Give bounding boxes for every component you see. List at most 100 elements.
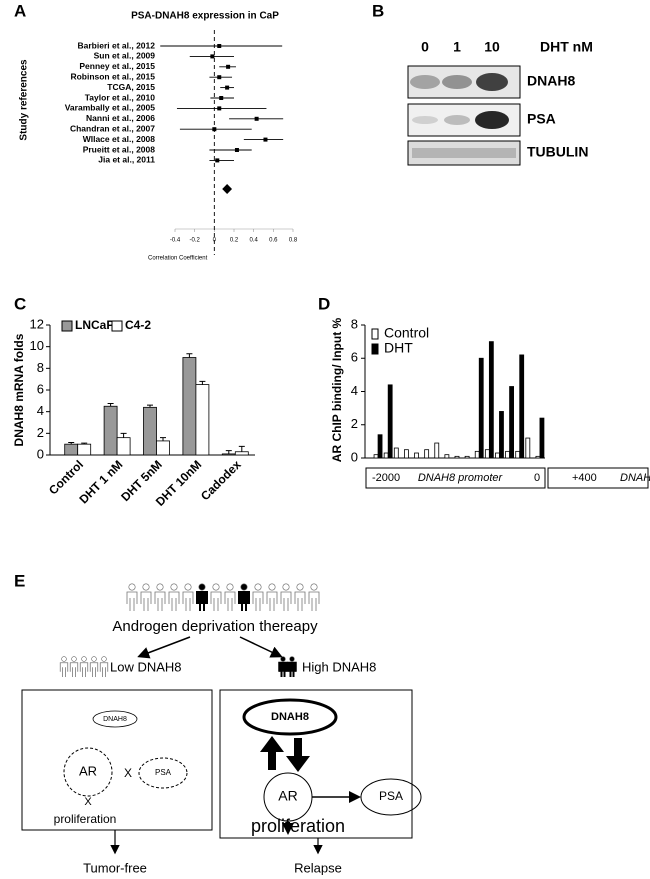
icon-body bbox=[308, 591, 320, 611]
icon-head bbox=[156, 583, 164, 591]
legend-label: DHT bbox=[384, 340, 413, 356]
bar bbox=[221, 453, 236, 456]
icon-head bbox=[296, 583, 304, 591]
gene-name: DNAH8 bbox=[620, 472, 650, 484]
bar bbox=[393, 447, 399, 459]
bar bbox=[488, 341, 494, 459]
y-tick-label: 2 bbox=[37, 425, 44, 440]
estimate bbox=[225, 85, 230, 90]
bar bbox=[434, 442, 440, 459]
bar bbox=[424, 449, 430, 459]
bar bbox=[414, 452, 419, 459]
chart-title: PSA-DNAH8 expression in CaP bbox=[131, 11, 279, 22]
icon-body bbox=[99, 662, 109, 677]
y-tick-label: 2 bbox=[351, 416, 358, 431]
blot-label: TUBULIN bbox=[527, 144, 588, 160]
promoter-box bbox=[365, 467, 546, 489]
icon-body bbox=[79, 662, 89, 677]
node bbox=[242, 698, 338, 736]
icon-head bbox=[240, 583, 248, 591]
study-label: Chandran et al., 2007 bbox=[70, 123, 155, 133]
bar bbox=[195, 384, 210, 456]
promoter-zero: 0 bbox=[534, 472, 540, 484]
icon-head bbox=[184, 583, 192, 591]
y-tick-label: 6 bbox=[351, 350, 358, 365]
icon-head bbox=[198, 583, 206, 591]
bar bbox=[444, 454, 450, 459]
dose: 0 bbox=[421, 39, 429, 55]
icon-body bbox=[278, 661, 288, 677]
arrow-down bbox=[286, 738, 310, 772]
band bbox=[442, 75, 472, 89]
x-tick-label: -0.2 bbox=[189, 238, 200, 244]
legend-label: LNCaP bbox=[75, 318, 114, 332]
x-tick-label: 0.4 bbox=[249, 238, 258, 244]
study-label: Prueitt et al., 2008 bbox=[83, 144, 156, 154]
bar bbox=[525, 437, 531, 459]
icon-body bbox=[89, 662, 99, 677]
estimate bbox=[234, 148, 239, 152]
estimate bbox=[217, 106, 222, 111]
node bbox=[63, 747, 113, 797]
y-tick-label: 6 bbox=[37, 381, 44, 396]
bar bbox=[64, 443, 79, 456]
bar bbox=[515, 450, 521, 459]
dose: 1 bbox=[453, 39, 461, 55]
icon-head bbox=[91, 656, 97, 662]
estimate bbox=[263, 137, 268, 142]
error-bar bbox=[186, 353, 193, 358]
arrow bbox=[239, 636, 283, 658]
bar bbox=[539, 417, 545, 459]
node bbox=[138, 757, 188, 789]
icon-head bbox=[268, 583, 276, 591]
icon-body bbox=[182, 591, 194, 611]
node bbox=[360, 778, 422, 816]
bar bbox=[377, 434, 383, 459]
icon-head bbox=[128, 583, 136, 591]
bar bbox=[383, 452, 389, 459]
legend-label: C4-2 bbox=[125, 318, 151, 332]
study-label: Jia et al., 2011 bbox=[98, 155, 155, 165]
node-label: PSA bbox=[379, 789, 403, 803]
node-label: AR bbox=[278, 788, 297, 804]
band bbox=[476, 73, 508, 91]
low-label: Low DNAH8 bbox=[110, 659, 182, 674]
icon-body bbox=[238, 591, 250, 611]
bar bbox=[387, 384, 393, 459]
x-tick-label: DHT 1 nM bbox=[76, 457, 125, 506]
node-label: PSA bbox=[155, 768, 172, 777]
icon-head bbox=[254, 583, 262, 591]
icon-head bbox=[101, 656, 107, 662]
legend-swatch bbox=[371, 343, 379, 355]
cross: X bbox=[84, 796, 92, 808]
y-tick-label: 8 bbox=[37, 360, 44, 375]
bar bbox=[156, 440, 170, 456]
dose: 10 bbox=[484, 39, 500, 55]
error-bar bbox=[107, 403, 114, 407]
summary-diamond bbox=[222, 184, 233, 194]
band bbox=[475, 111, 509, 129]
error-bar bbox=[147, 404, 153, 408]
icon-body bbox=[59, 662, 69, 677]
icon-head bbox=[289, 656, 295, 662]
icon-head bbox=[310, 583, 318, 591]
therapy-label: Androgen deprivation thereapy bbox=[112, 618, 318, 635]
node-label: DNAH8 bbox=[103, 716, 127, 723]
promoter-end: +400 bbox=[572, 472, 597, 484]
icon-body bbox=[210, 591, 222, 611]
x-tick-label: Control bbox=[46, 457, 86, 497]
arrow-up bbox=[260, 736, 284, 770]
x-tick-label: 0.6 bbox=[269, 238, 278, 244]
study-label: Taylor et al., 2010 bbox=[85, 92, 156, 102]
icon-body bbox=[280, 591, 292, 611]
panel-label: E bbox=[14, 571, 25, 590]
bar bbox=[373, 454, 379, 459]
band bbox=[412, 116, 438, 124]
band bbox=[410, 75, 440, 89]
icon-body bbox=[287, 661, 297, 677]
estimate bbox=[226, 64, 231, 69]
error-bar bbox=[225, 450, 232, 454]
study-label: Varambally et al., 2005 bbox=[65, 103, 156, 113]
